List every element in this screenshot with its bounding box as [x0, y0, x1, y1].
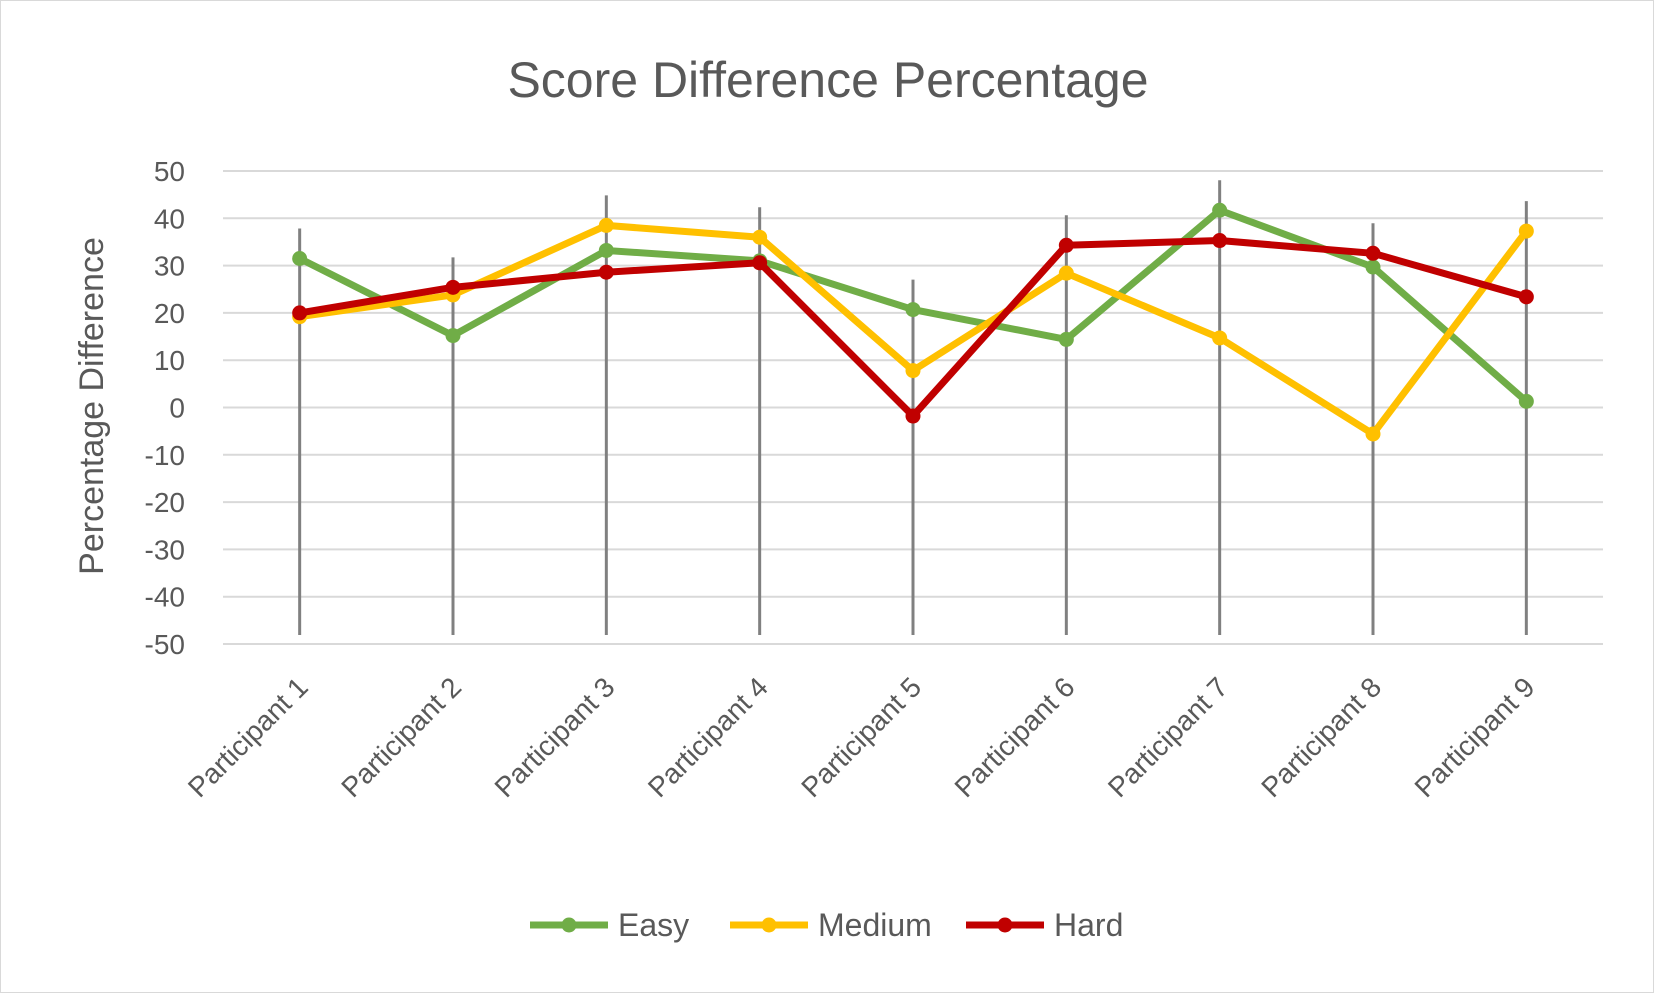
data-point-hard: [1365, 245, 1381, 261]
legend-swatch-marker: [561, 917, 577, 933]
legend-swatch-marker: [997, 917, 1013, 933]
data-point-easy: [1058, 331, 1074, 347]
legend-swatch-marker: [761, 917, 777, 933]
y-tick-label: 50: [154, 156, 185, 187]
legend: Easy Medium Hard: [530, 907, 1123, 943]
y-axis-title: Percentage Difference: [73, 237, 111, 575]
x-tick-label: Participant 8: [1255, 671, 1387, 803]
data-point-medium: [598, 217, 614, 233]
data-point-easy: [445, 328, 461, 344]
data-point-easy: [1212, 202, 1228, 218]
legend-label: Hard: [1054, 907, 1123, 943]
y-tick-label: -50: [145, 629, 185, 660]
x-tick-label: Participant 3: [489, 671, 621, 803]
y-tick-label: 0: [169, 393, 185, 424]
legend-item-hard: Hard: [966, 907, 1123, 943]
x-tick-label: Participant 4: [642, 671, 774, 803]
data-point-easy: [598, 242, 614, 258]
data-point-medium: [1518, 223, 1534, 239]
y-tick-label: 30: [154, 251, 185, 282]
legend-label: Medium: [818, 907, 932, 943]
data-point-easy: [905, 302, 921, 318]
series-lines: [292, 202, 1534, 442]
data-point-hard: [905, 408, 921, 424]
y-tick-label: 10: [154, 345, 185, 376]
y-tick-label: -30: [145, 534, 185, 565]
data-point-hard: [752, 255, 768, 271]
y-tick-label: 40: [154, 203, 185, 234]
data-point-medium: [905, 363, 921, 379]
data-point-hard: [1212, 233, 1228, 249]
y-tick-label: -20: [145, 487, 185, 518]
legend-item-medium: Medium: [730, 907, 932, 943]
y-tick-label: -10: [145, 440, 185, 471]
x-tick-label: Participant 6: [949, 671, 1081, 803]
data-point-medium: [1058, 265, 1074, 281]
data-point-easy: [292, 251, 308, 267]
data-point-hard: [598, 264, 614, 280]
y-tick-label: 20: [154, 298, 185, 329]
data-point-easy: [1518, 393, 1534, 409]
y-axis-ticks: -50 -40 -30 -20 -10 0 10 20 30 40 50: [145, 156, 185, 660]
legend-item-easy: Easy: [530, 907, 689, 943]
data-point-hard: [445, 279, 461, 295]
x-tick-label: Participant 9: [1409, 671, 1541, 803]
series-hard: [292, 233, 1534, 424]
data-point-easy: [1365, 259, 1381, 275]
x-tick-label: Participant 5: [795, 671, 927, 803]
data-point-medium: [752, 229, 768, 245]
chart-title: Score Difference Percentage: [507, 52, 1148, 108]
x-tick-label: Participant 1: [182, 671, 314, 803]
data-point-medium: [1365, 426, 1381, 442]
y-tick-label: -40: [145, 582, 185, 613]
data-point-hard: [1518, 289, 1534, 305]
data-point-hard: [292, 305, 308, 321]
data-point-hard: [1058, 237, 1074, 253]
data-point-medium: [1212, 330, 1228, 346]
x-tick-label: Participant 7: [1102, 671, 1234, 803]
legend-label: Easy: [618, 907, 689, 943]
x-tick-label: Participant 2: [335, 671, 467, 803]
